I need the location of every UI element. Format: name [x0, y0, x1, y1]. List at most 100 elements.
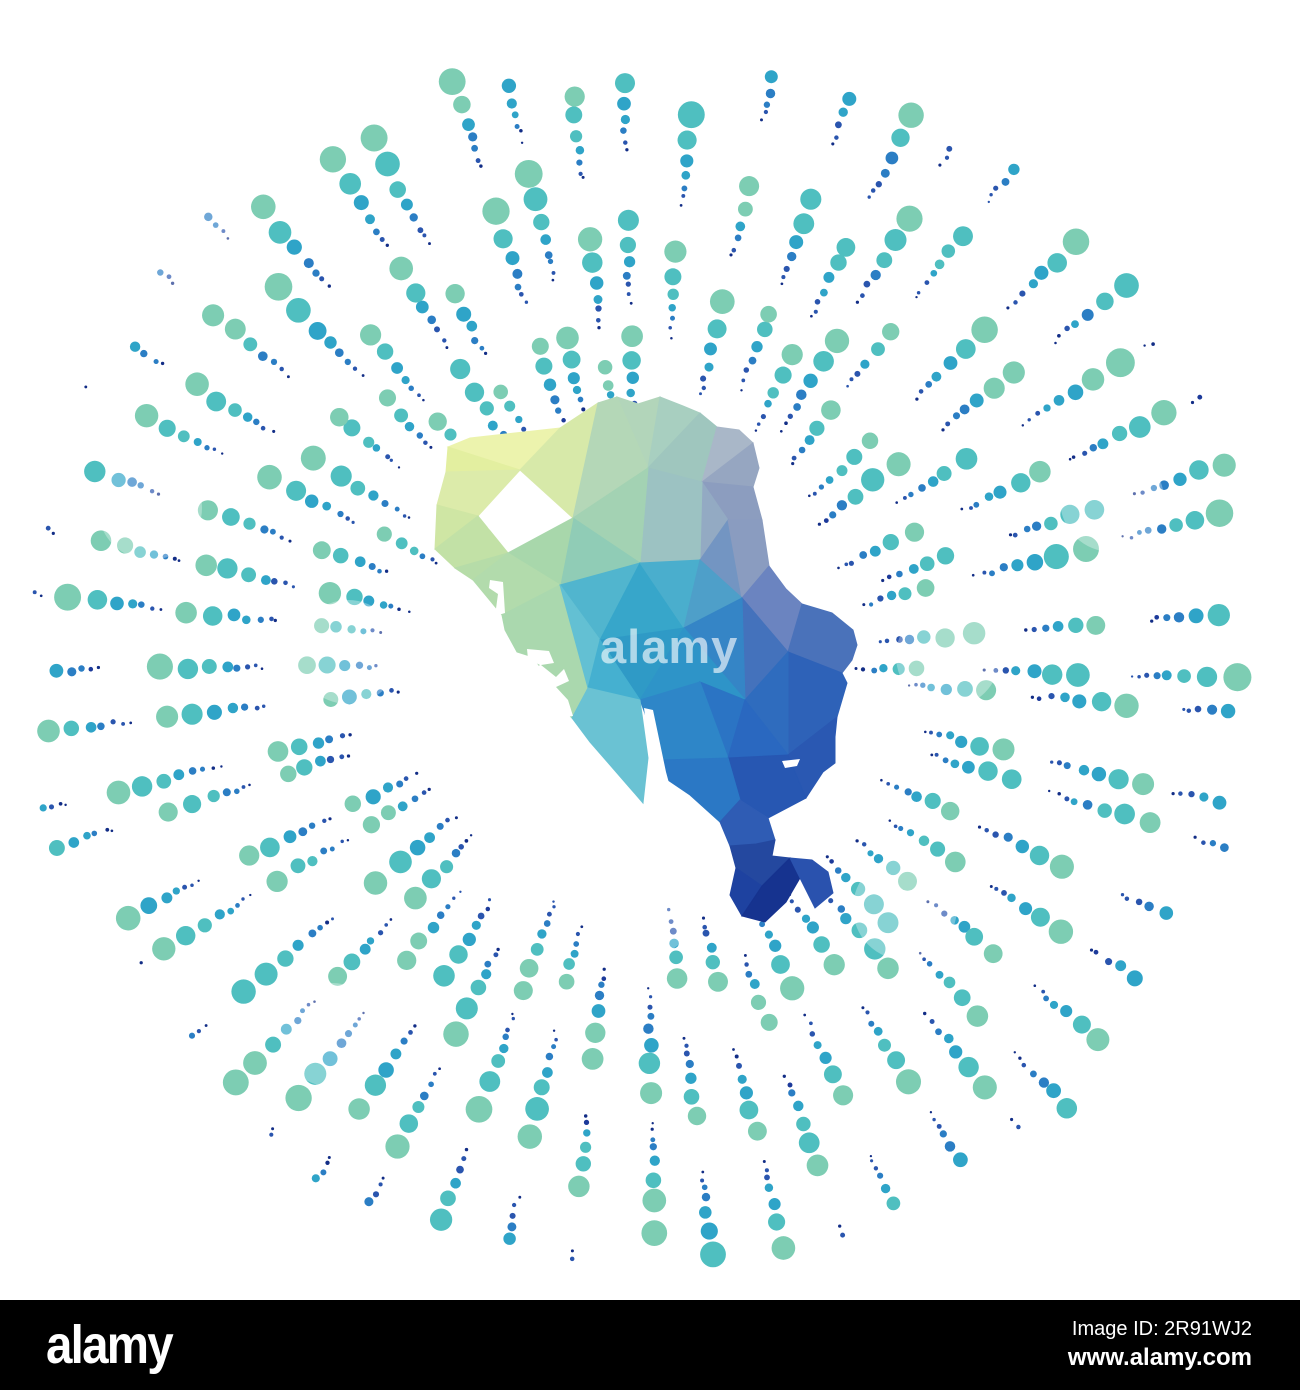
ray-dot: [757, 321, 773, 338]
ray-dot: [509, 1212, 516, 1219]
ray-dot: [1209, 840, 1217, 847]
ray-dot: [993, 668, 999, 673]
ray-dot: [292, 939, 304, 951]
ray-dot: [760, 1013, 778, 1031]
ray-dot: [809, 420, 825, 436]
ray-dot: [397, 801, 408, 812]
ray-dot: [280, 1023, 292, 1035]
ray-dot: [977, 825, 982, 829]
ray-dot: [408, 1030, 413, 1035]
ray-dot: [346, 838, 350, 842]
ray-dot: [471, 336, 479, 345]
ray-dot: [1044, 516, 1058, 531]
ray-dot: [794, 906, 801, 913]
ray-dot: [886, 860, 901, 876]
ray-dot: [422, 398, 425, 402]
ray-dot: [1196, 666, 1218, 688]
ray-dot: [339, 733, 346, 739]
ray-dot: [1067, 384, 1084, 401]
ray-dot: [911, 791, 922, 802]
ray-dot: [876, 252, 893, 269]
ray-dot: [904, 634, 915, 645]
ray-dot: [842, 91, 857, 106]
ray-dot: [1126, 970, 1143, 987]
ray-dot: [376, 343, 394, 360]
ray-dot: [700, 1241, 726, 1268]
ray-dot: [222, 661, 234, 673]
ray-dot: [833, 1085, 854, 1106]
ray-dot: [789, 899, 794, 904]
ray-dot: [813, 309, 818, 314]
ray-dot: [1023, 525, 1031, 533]
ray-dot: [935, 1028, 942, 1036]
ray-dot: [363, 871, 388, 895]
ray-dot: [552, 905, 556, 909]
ray-dot: [943, 356, 958, 370]
ray-dot: [1003, 832, 1013, 842]
ray-dot: [389, 458, 393, 462]
ray-dot: [860, 359, 870, 369]
ray-dot: [760, 414, 766, 420]
ray-dot: [97, 722, 105, 731]
ray-dot: [957, 681, 973, 697]
ray-dot: [813, 936, 830, 953]
ray-dot: [389, 918, 393, 921]
ray-dot: [1048, 789, 1051, 793]
ray-dot: [908, 491, 914, 498]
ray-dot: [830, 254, 847, 271]
ray-dot: [620, 114, 631, 125]
ray-dot: [1132, 773, 1155, 796]
ray-dot: [395, 537, 408, 550]
ray-dot: [325, 920, 330, 925]
ray-dot: [241, 785, 246, 789]
ray-dot: [962, 760, 975, 774]
ray-dot: [1136, 529, 1142, 535]
ray-dot: [222, 508, 240, 526]
ray-dot: [1212, 795, 1227, 810]
ray-dot: [517, 1124, 543, 1149]
ray-dot: [121, 721, 126, 726]
ray-dot: [105, 827, 110, 832]
ray-dot: [701, 916, 706, 920]
ray-dot: [764, 399, 772, 408]
ray-dot: [666, 968, 688, 989]
ray-dot: [869, 1154, 873, 1158]
coast-inlet-cutout: [489, 580, 505, 616]
ray-dot: [685, 1072, 697, 1084]
ray-dot: [734, 1054, 739, 1059]
ray-dot: [1035, 410, 1041, 416]
watermark-circle: [296, 600, 400, 704]
ray-dot: [413, 1024, 417, 1028]
ray-dot: [1189, 460, 1209, 480]
ray-dot: [314, 618, 330, 634]
ray-dot: [161, 892, 173, 904]
ray-dot: [563, 958, 575, 970]
ray-dot: [1073, 536, 1099, 562]
ray-dot: [48, 840, 65, 856]
ray-dot: [1015, 839, 1030, 854]
ray-dot: [796, 1116, 811, 1132]
ray-dot: [493, 384, 508, 400]
ray-dot: [296, 759, 313, 776]
ray-dot: [729, 253, 733, 257]
watermark-circle: [896, 604, 1000, 708]
ray-dot: [958, 920, 971, 933]
ray-dot: [433, 965, 455, 987]
ray-dot: [212, 447, 217, 452]
ray-dot: [339, 660, 351, 672]
ray-dot: [37, 719, 60, 743]
ray-dot: [330, 407, 349, 427]
ray-dot: [929, 1019, 935, 1024]
ray-dot: [602, 967, 606, 971]
ray-dot: [265, 1036, 282, 1053]
ray-dot: [185, 372, 209, 396]
ray-dot: [233, 664, 241, 672]
ray-dot: [971, 573, 975, 577]
ray-dot: [1013, 1051, 1016, 1054]
ray-dot: [869, 545, 881, 557]
ray-dot: [739, 176, 760, 197]
ray-dot: [837, 905, 846, 913]
ray-dot: [960, 507, 964, 511]
ray-dot: [946, 731, 955, 740]
ray-dot: [886, 452, 911, 477]
